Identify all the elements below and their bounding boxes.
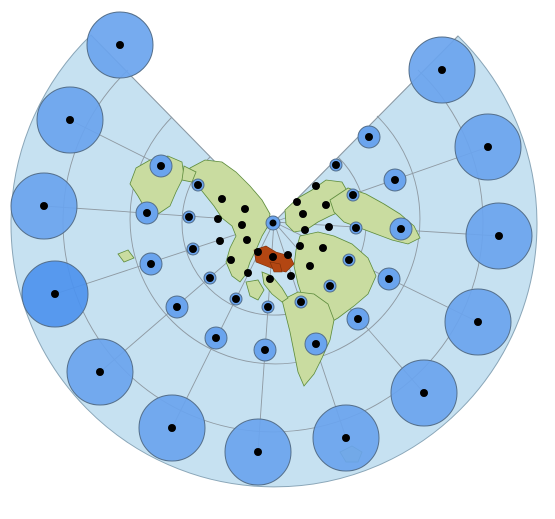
north-america (189, 159, 271, 283)
indicatrix-centers (40, 41, 503, 456)
mexico (245, 279, 265, 301)
arctic-islands (181, 165, 197, 183)
pacific-islands (117, 249, 135, 263)
tissot-middle-ring (135, 125, 413, 362)
